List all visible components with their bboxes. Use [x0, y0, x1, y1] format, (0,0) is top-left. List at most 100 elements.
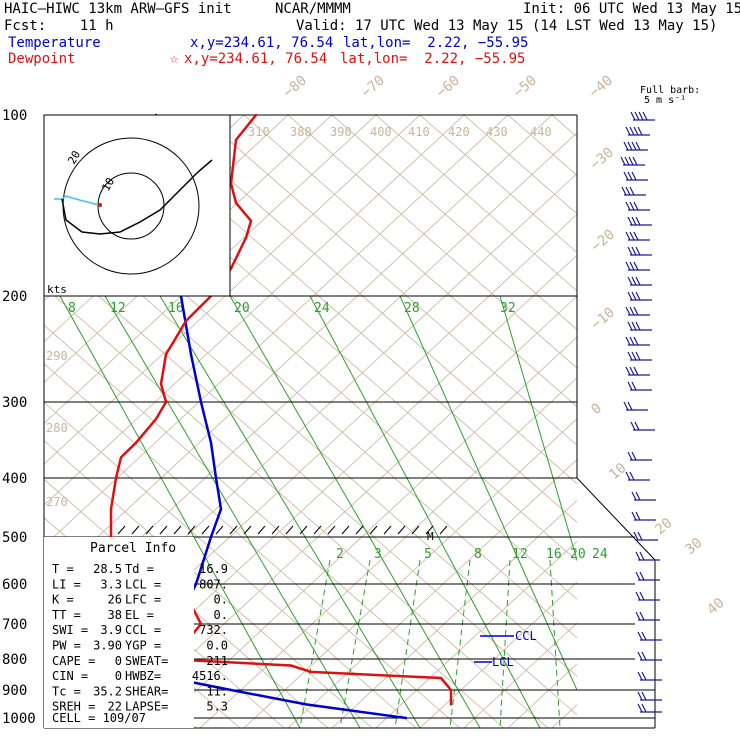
parcel-value: 35.2 [93, 684, 122, 698]
parcel-value: 3.9 [100, 623, 122, 637]
dry-adiabat-line [287, 115, 577, 369]
barb-unit: 5 m s⁻¹ [644, 95, 687, 106]
parcel-label: T = [52, 562, 74, 576]
wind-barb-flag [623, 401, 629, 411]
wind-barb-flag [623, 171, 629, 181]
moist-adiabat-dashed-line [449, 559, 471, 728]
isotherm-label: −40 [586, 73, 616, 102]
parcel-value: 26 [108, 593, 122, 607]
parcel-info-box: Parcel Info T = 28.5 Td = 16.9 LI = 3.3 LCL = 80… [44, 537, 228, 728]
dry-adiabat-line [44, 478, 329, 728]
parcel-label: CAPE = [52, 654, 95, 668]
isotherm-line [111, 295, 577, 728]
isotherm-label: −50 [510, 73, 540, 102]
wind-barb-flag [633, 366, 639, 376]
wind-barb-flag [629, 261, 635, 271]
wind-barb-flag [625, 306, 631, 316]
theta-label: 410 [408, 125, 430, 139]
dry-adiabat-line [44, 247, 577, 716]
dewpoint-legend: Dewpoint [8, 51, 76, 67]
wind-barb-flag [628, 156, 634, 166]
mixing-ratio-tick [243, 525, 252, 535]
isotherm-label: −70 [358, 73, 388, 102]
parcel-label: SWEAT= [125, 654, 168, 668]
isotherm-label: −30 [587, 145, 617, 174]
theta-label: 310 [248, 125, 270, 139]
dry-adiabat-line [551, 115, 577, 138]
wind-barb-flag [633, 126, 639, 136]
dewpoint-point [449, 688, 453, 692]
mixing-ratio-label: 32 [500, 301, 516, 316]
isotherm-line [419, 581, 577, 728]
wind-barb-flag [642, 111, 648, 121]
temperature-xy: x,y=234.61, 76.54 [190, 35, 334, 51]
wind-barb-flag [629, 336, 635, 346]
mixing-ratio-tick [131, 525, 140, 535]
dry-adiabat-line [419, 115, 577, 254]
parcel-value: 807. [199, 577, 228, 591]
mixing-ratio-line [104, 295, 361, 728]
wind-barb-flag [635, 491, 641, 501]
mixing-ratio-label: 3 [374, 547, 382, 562]
dewpoint-point [309, 670, 313, 674]
wind-barb-flag [635, 291, 641, 301]
mixing-ratio-tick [117, 525, 126, 535]
parcel-label: SHEAR= [125, 684, 168, 698]
dry-adiabat-line [155, 115, 577, 485]
parcel-value: 3.90 [93, 639, 122, 653]
dewpoint-marker: ☆ [170, 51, 179, 67]
temperature-point [194, 582, 198, 586]
wind-barb-flag [620, 156, 626, 166]
parcel-label: LFC = [125, 593, 161, 607]
wind-barb-flag [629, 471, 635, 481]
temperature-point [189, 353, 193, 356]
wind-barb-flag [629, 366, 635, 376]
wind-barb-flag [625, 366, 631, 376]
isotherm-label: −60 [433, 73, 463, 102]
hodograph-unit: kts [47, 283, 67, 296]
hodograph-origin-marker [98, 203, 102, 207]
wind-barb-flag [631, 351, 637, 361]
dry-adiabat-line [44, 286, 549, 728]
wind-barb-flag [634, 111, 640, 121]
wind-barb-flag [639, 591, 645, 601]
mixing-ratio-tick [229, 525, 238, 535]
dry-adiabat-line [199, 115, 577, 446]
parcel-value: 732. [199, 623, 228, 637]
dewpoint-point [134, 441, 138, 444]
moist-adiabat-dashed-line [339, 559, 371, 728]
mixing-ratio-tick [159, 525, 168, 535]
parcel-label: LAPSE= [125, 700, 168, 714]
wind-barb-flag [627, 351, 633, 361]
parcel-value: 3.3 [100, 577, 122, 591]
parcel-value: 16.9 [199, 562, 228, 576]
wind-barb-flag [621, 186, 627, 196]
mixing-ratio-tick [271, 525, 280, 535]
isotherm-line [684, 115, 740, 728]
wind-barb-flag [637, 651, 643, 661]
wind-barb-flag [635, 551, 641, 561]
dewpoint-point [289, 664, 293, 667]
mixing-ratio-tick [425, 525, 434, 535]
dewpoint-point [234, 201, 238, 205]
temperature-point [209, 441, 213, 444]
wind-barb-flag [629, 231, 635, 241]
ccl-label: CCL [515, 629, 537, 643]
temperature-point [304, 703, 308, 706]
dewpoint-point [254, 113, 258, 117]
wind-barb-flag [627, 276, 633, 286]
mixing-ratio-line [499, 295, 577, 561]
isotherm-label: 0 [588, 400, 605, 418]
wind-barb-flag [625, 231, 631, 241]
mixing-ratio-tick [439, 525, 448, 535]
wind-barb-flag [627, 171, 633, 181]
mixing-ratio-label: 12 [512, 547, 528, 562]
wind-barb-flag [630, 111, 636, 121]
wind-barb-flag [633, 306, 639, 316]
hodograph-trace-upper [61, 159, 213, 235]
org-title: NCAR/MMMM [275, 1, 351, 17]
dry-adiabat-line [507, 115, 577, 176]
isotherm-line [331, 499, 577, 728]
dry-adiabat-line [331, 115, 577, 331]
dry-adiabat-line [243, 115, 577, 408]
